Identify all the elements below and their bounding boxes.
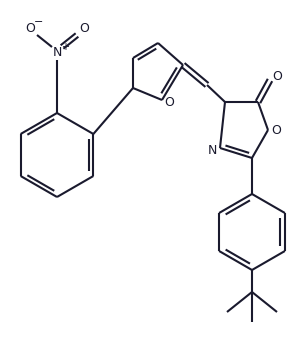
Text: −: − xyxy=(34,17,44,27)
Text: O: O xyxy=(25,21,35,34)
Text: O: O xyxy=(79,21,89,34)
Text: O: O xyxy=(271,123,281,136)
Text: O: O xyxy=(272,71,282,84)
Text: N: N xyxy=(52,45,62,59)
Text: O: O xyxy=(164,95,174,108)
Text: +: + xyxy=(61,42,69,52)
Text: N: N xyxy=(208,144,217,157)
